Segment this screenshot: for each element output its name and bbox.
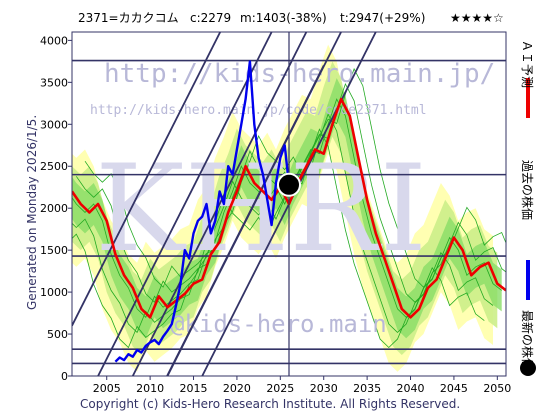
trend-lines: [72, 32, 377, 376]
y-axis-ticks: 0 500 1000 1500 2000 2500 3000 3500 4000: [40, 34, 72, 383]
watermark-url-code: http://kids-hero.main.jp/code/code2371.h…: [90, 103, 427, 118]
y-tick-label: 1500: [40, 244, 68, 257]
legend-dot: [520, 360, 536, 376]
latest-marker-group: [277, 32, 301, 376]
legend-label: 最新の株価: [520, 310, 535, 370]
trend-line: [166, 65, 325, 376]
watermark-at: @kids-hero.main: [170, 310, 387, 338]
x-tick-label: 2020: [223, 382, 251, 395]
y-tick-label: 3500: [40, 76, 68, 89]
y-tick-label: 1000: [40, 286, 68, 299]
watermark-url-main: http://kids-hero.main.jp/: [104, 59, 495, 89]
x-tick-label: 2040: [397, 382, 425, 395]
header-code-name: 2371=カカクコム: [78, 11, 179, 25]
footer-copyright: Copyright (c) Kids-Hero Research Institu…: [80, 397, 460, 411]
latest-price-dot: [277, 172, 301, 197]
y-tick-label: 2500: [40, 160, 68, 173]
y-tick-label: 3000: [40, 118, 68, 131]
x-tick-label: 2045: [440, 382, 468, 395]
y-tick-label: 4000: [40, 34, 68, 47]
y-tick-label: 500: [47, 328, 68, 341]
legend-label: ＡＩ予測: [520, 40, 534, 88]
x-tick-label: 2025: [266, 382, 294, 395]
x-tick-label: 2035: [353, 382, 381, 395]
header-min: m:1403(-38%): [240, 11, 327, 25]
header-target: t:2947(+29%): [340, 11, 425, 25]
plot-area: KHRI http://kids-hero.main.jp/ http://ki…: [71, 31, 507, 377]
x-axis-ticks: 2005 2010 2015 2020 2025 2030 2035 2040 2045 2050: [93, 376, 511, 395]
x-tick-label: 2010: [136, 382, 164, 395]
band-line: [72, 98, 502, 318]
legend-label: 過去の株価: [520, 160, 535, 220]
band-line: [72, 128, 485, 349]
x-tick-label: 2005: [93, 382, 121, 395]
band-line: [72, 113, 494, 334]
header-stars: ★★★★☆: [450, 11, 504, 25]
x-tick-label: 2015: [180, 382, 208, 395]
trend-line: [131, 32, 308, 376]
y-tick-label: 0: [61, 370, 68, 383]
x-tick-label: 2030: [310, 382, 338, 395]
y-tick-label: 2000: [40, 202, 68, 215]
generated-date-text: Generated on Monday 2026/1/5.: [25, 115, 39, 310]
series-line: [114, 60, 291, 363]
x-tick-label: 2050: [483, 382, 511, 395]
header-current: c:2279: [190, 11, 231, 25]
trend-line: [97, 32, 273, 376]
trend-line: [72, 32, 222, 327]
